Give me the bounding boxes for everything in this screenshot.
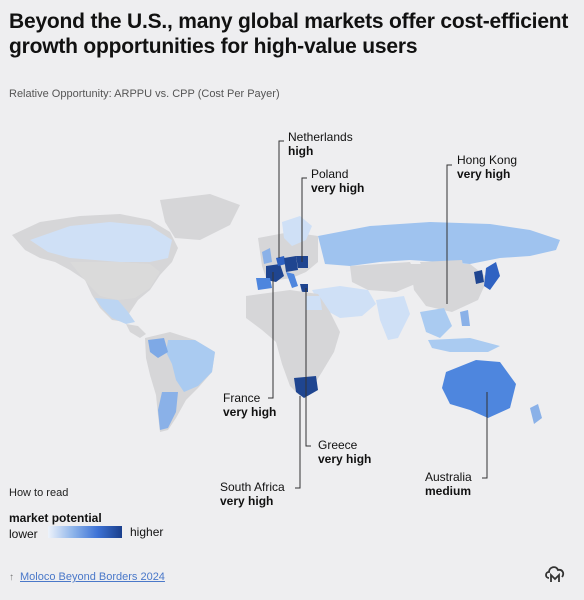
annotation-australia: Australia medium: [425, 470, 472, 498]
land-central-america: [126, 324, 146, 338]
annotation-level: medium: [425, 484, 472, 498]
land-philippines: [460, 310, 470, 326]
annotation-poland: Poland very high: [311, 167, 364, 195]
land-spain: [256, 278, 272, 290]
land-germany: [284, 256, 298, 272]
annotation-level: very high: [311, 181, 365, 195]
page-subtitle: Relative Opportunity: ARPPU vs. CPP (Cos…: [9, 88, 280, 100]
land-canada: [30, 222, 172, 262]
land-australia: [442, 360, 516, 418]
legend-higher-label: higher: [130, 525, 164, 539]
annotation-country: France: [223, 391, 261, 405]
annotation-south-africa: South Africa very high: [220, 480, 285, 508]
arrow-up-icon: ↑: [9, 572, 14, 583]
leader-hong-kong: [446, 164, 452, 304]
annotation-level: very high: [220, 494, 274, 508]
land-scandinavia: [282, 216, 312, 246]
leader-france: [268, 272, 274, 399]
land-usa: [70, 262, 160, 300]
leader-poland: [301, 177, 307, 262]
land-mexico: [95, 298, 135, 324]
legend-gradient-bar: [48, 526, 122, 538]
land-argentina: [158, 392, 178, 430]
land-colombia: [148, 338, 168, 358]
land-uk: [262, 248, 272, 264]
cloud-m-logo-icon: [545, 566, 565, 582]
land-japan: [484, 262, 500, 290]
leader-netherlands: [278, 140, 284, 258]
annotation-greece: Greece very high: [318, 438, 371, 466]
annotation-level: high: [288, 144, 314, 158]
annotation-country: Greece: [318, 438, 358, 452]
annotation-hong-kong: Hong Kong very high: [457, 153, 517, 181]
source-link-label: Moloco Beyond Borders 2024: [20, 571, 165, 583]
land-russia: [318, 222, 560, 266]
land-italy: [286, 272, 298, 288]
land-central-asia: [350, 262, 420, 292]
land-egypt: [306, 296, 322, 310]
page-title: Beyond the U.S., many global markets off…: [9, 10, 569, 58]
annotation-level: very high: [318, 452, 372, 466]
land-mongolia: [420, 260, 464, 272]
leader-south-africa: [295, 396, 301, 489]
annotation-level: very high: [457, 167, 511, 181]
land-china: [410, 264, 488, 312]
land-southeast-asia: [420, 308, 452, 338]
annotation-country: Poland: [311, 167, 349, 181]
land-korea: [474, 270, 484, 284]
annotation-country: South Africa: [220, 480, 285, 494]
annotation-level: very high: [223, 405, 277, 419]
how-to-read-label: How to read: [9, 487, 69, 499]
land-indonesia: [428, 338, 500, 352]
legend-lower-label: lower: [9, 527, 38, 541]
leader-greece: [305, 288, 311, 447]
annotation-country: Netherlands: [288, 130, 353, 144]
annotation-france: France very high: [223, 391, 276, 419]
annotation-netherlands: Netherlands high: [288, 130, 353, 158]
land-france: [266, 264, 284, 282]
legend-title: market potential: [9, 511, 102, 525]
land-brazil: [166, 340, 215, 392]
source-link[interactable]: ↑ Moloco Beyond Borders 2024: [9, 571, 165, 583]
land-greece: [300, 284, 308, 292]
land-netherlands: [276, 256, 286, 266]
land-africa: [246, 290, 340, 396]
land-greenland: [160, 194, 240, 240]
annotation-country: Hong Kong: [457, 153, 518, 167]
leader-australia: [482, 392, 488, 479]
land-new-zealand: [530, 404, 542, 424]
land-india: [376, 296, 410, 340]
annotation-country: Australia: [425, 470, 472, 484]
leader-lines: [268, 140, 488, 489]
